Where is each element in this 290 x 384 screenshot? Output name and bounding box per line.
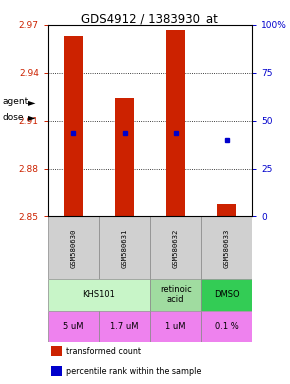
Bar <box>166 30 185 217</box>
Text: GSM580630: GSM580630 <box>70 228 76 268</box>
Bar <box>64 36 83 217</box>
Bar <box>51 366 62 376</box>
Bar <box>150 279 201 311</box>
Text: 5 uM: 5 uM <box>63 322 84 331</box>
Bar <box>150 217 201 279</box>
Bar <box>99 217 150 279</box>
Bar <box>99 311 150 342</box>
Text: 0.1 %: 0.1 % <box>215 322 239 331</box>
Text: transformed count: transformed count <box>66 346 141 356</box>
Text: percentile rank within the sample: percentile rank within the sample <box>66 367 202 376</box>
Bar <box>150 311 201 342</box>
Text: 1.7 uM: 1.7 uM <box>110 322 139 331</box>
Text: GSM580633: GSM580633 <box>224 228 230 268</box>
Text: ►: ► <box>28 112 35 122</box>
Text: ►: ► <box>28 97 35 107</box>
Text: GSM580631: GSM580631 <box>122 228 128 268</box>
Bar <box>48 311 99 342</box>
Bar <box>201 279 252 311</box>
Bar <box>48 279 150 311</box>
Bar <box>201 217 252 279</box>
Bar <box>48 217 99 279</box>
Text: KHS101: KHS101 <box>83 290 115 300</box>
Text: retinoic
acid: retinoic acid <box>160 285 191 304</box>
Text: 1 uM: 1 uM <box>165 322 186 331</box>
Bar <box>217 204 236 217</box>
Bar <box>201 311 252 342</box>
Bar <box>115 98 134 217</box>
Text: GDS4912 / 1383930_at: GDS4912 / 1383930_at <box>81 12 218 25</box>
Text: agent: agent <box>3 97 29 106</box>
Text: DMSO: DMSO <box>214 290 240 300</box>
Text: dose: dose <box>3 113 24 122</box>
Bar <box>51 346 62 356</box>
Text: GSM580632: GSM580632 <box>173 228 179 268</box>
